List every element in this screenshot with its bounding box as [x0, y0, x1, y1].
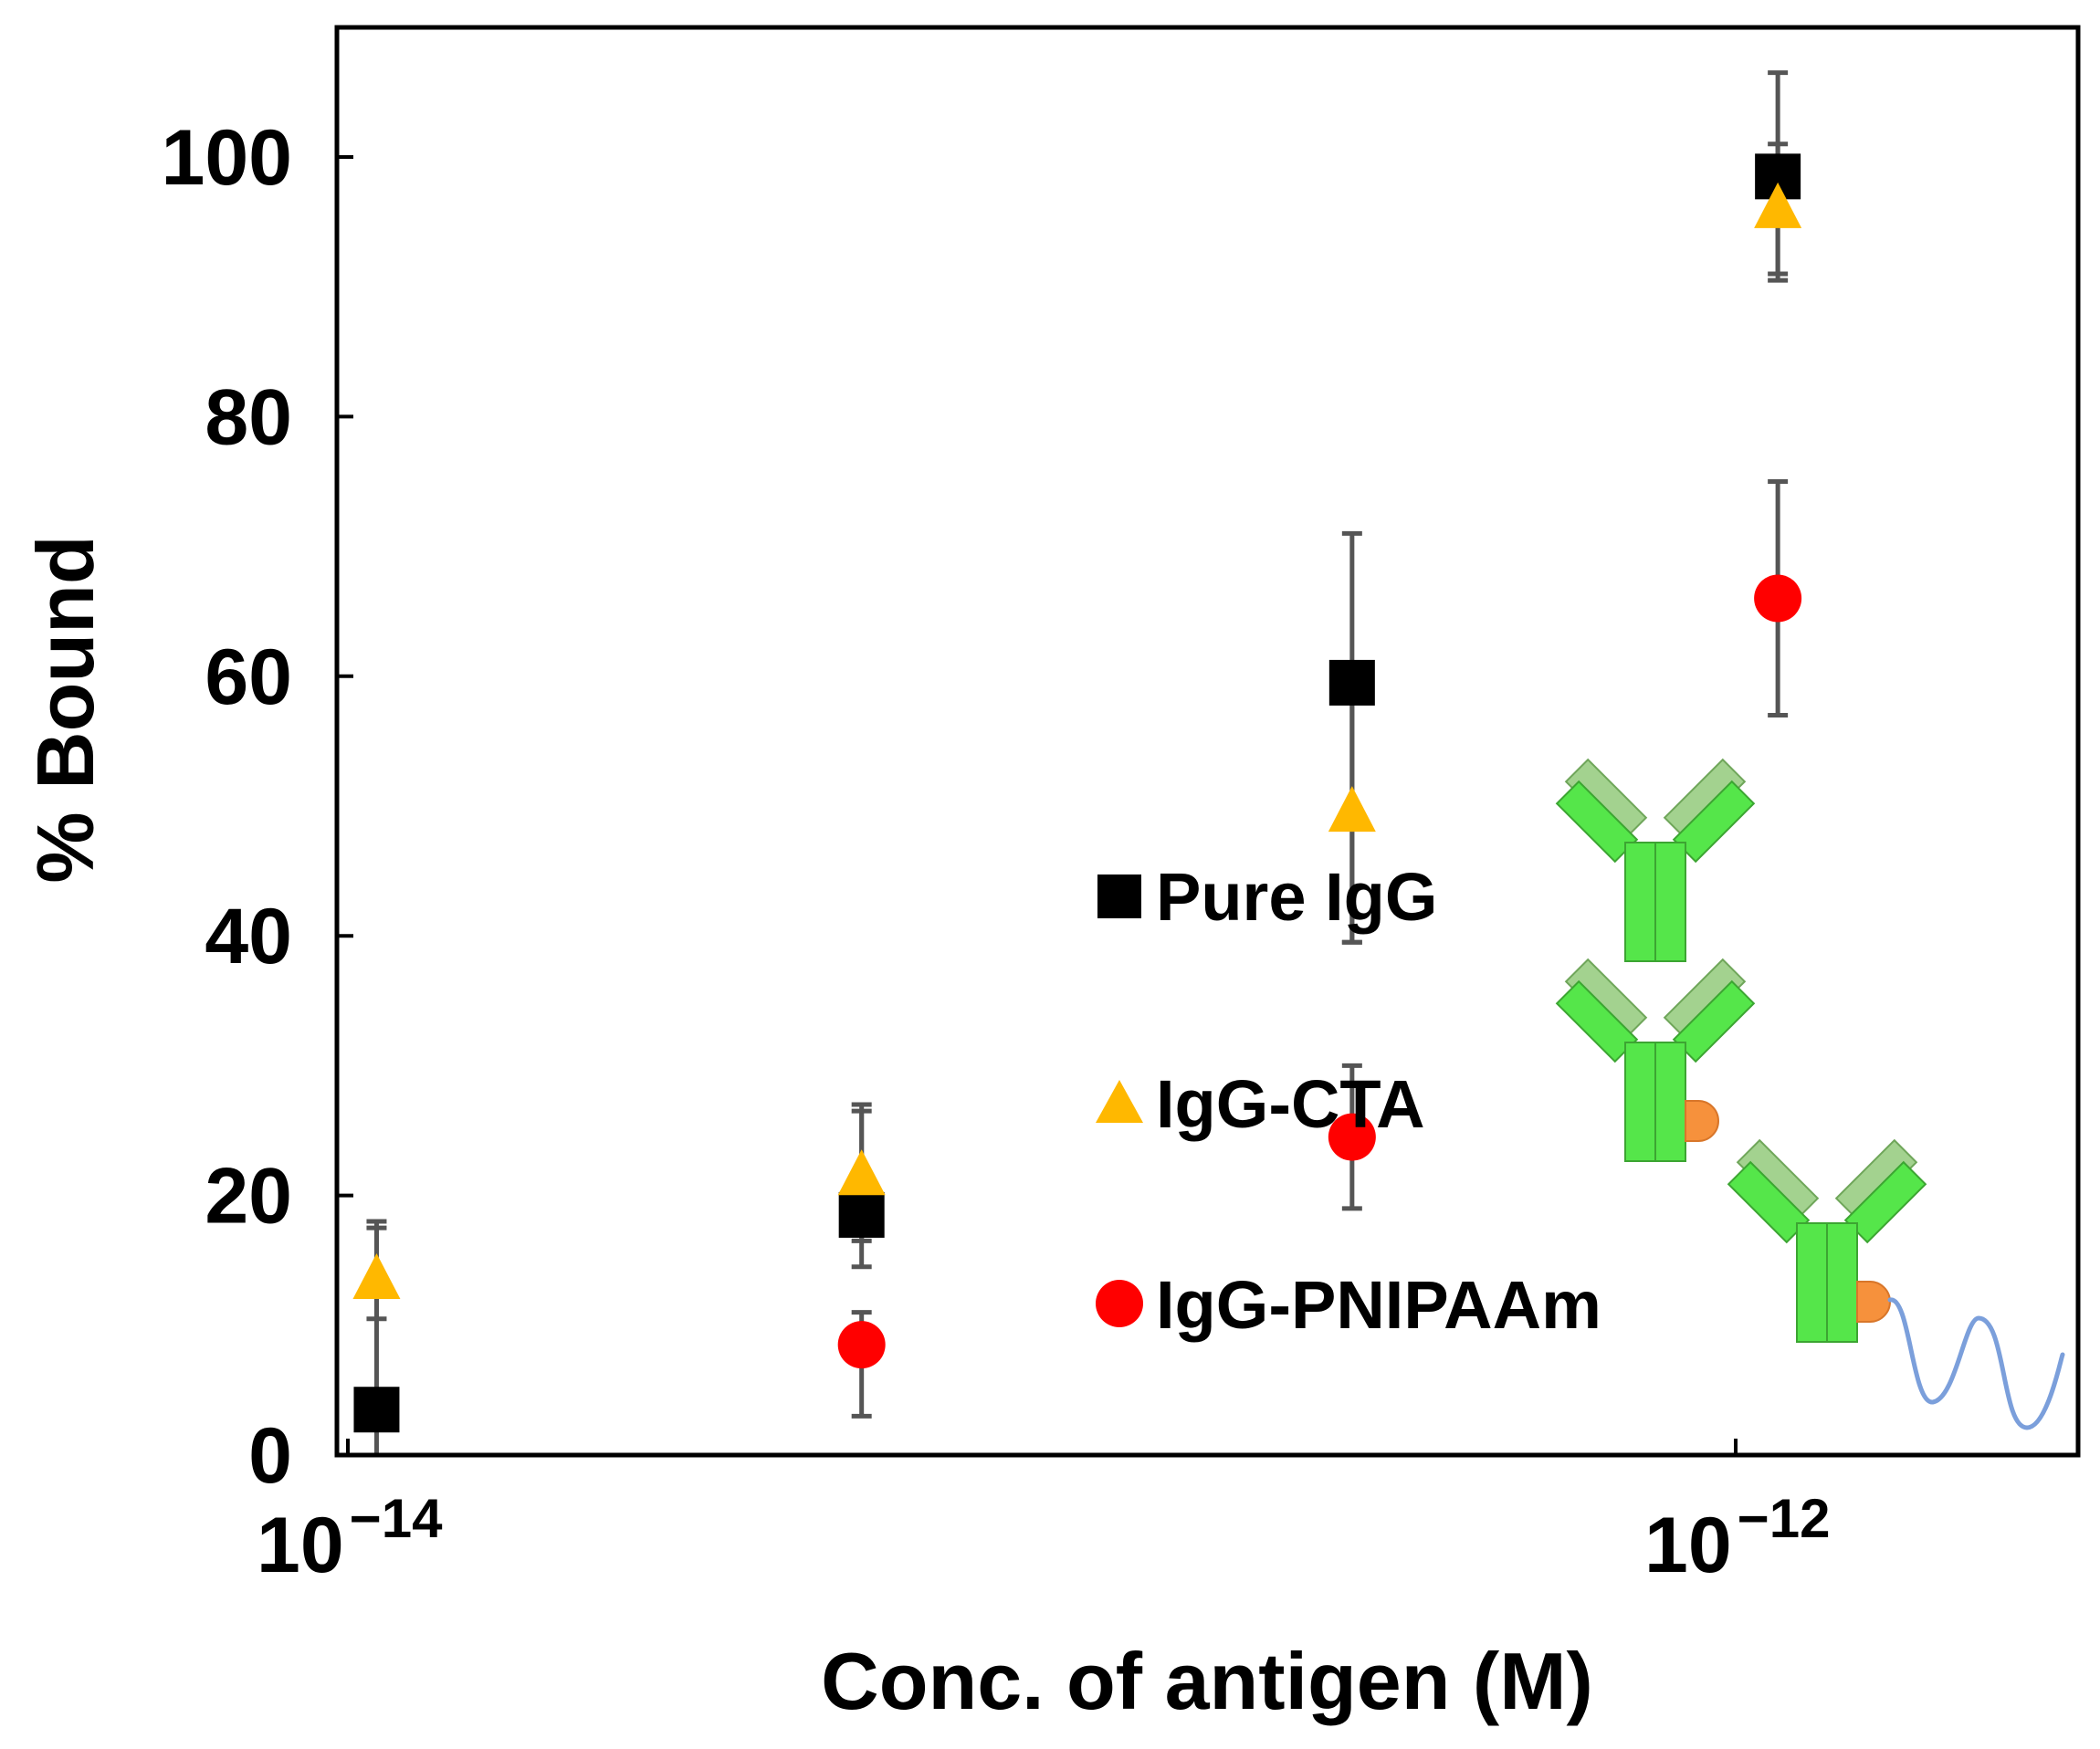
data-point-triangle	[837, 1149, 886, 1196]
legend-entry-igg-cta: IgG-CTA	[1096, 1066, 1425, 1142]
data-markers	[352, 153, 1802, 1433]
antibody-icon	[1555, 758, 1756, 962]
legend-entry-igg-pnipaam: IgG-PNIPAAm	[1096, 1267, 1601, 1343]
legend-label-igg-cta: IgG-CTA	[1156, 1066, 1425, 1142]
y-tick-label: 60	[205, 634, 292, 721]
legend-marker-square	[1097, 874, 1141, 918]
data-point-square	[353, 1387, 400, 1433]
antibody-pnipaam-icon	[1727, 1138, 2065, 1430]
y-tick-label: 0	[248, 1412, 292, 1500]
y-tick-label: 100	[162, 114, 293, 202]
data-point-circle	[1754, 574, 1802, 623]
data-point-triangle	[1754, 182, 1802, 228]
legend-entry-pure-igg: Pure IgG	[1097, 859, 1437, 935]
y-tick-label: 20	[205, 1153, 292, 1241]
y-axis-ticks: 0 20 40 60 80 100	[162, 114, 353, 1500]
legend-marker-triangle	[1096, 1080, 1143, 1123]
x-tick-label: 10 −14	[257, 1488, 443, 1589]
data-point-square	[1328, 659, 1375, 706]
data-point-circle	[837, 1321, 886, 1369]
y-tick-label: 80	[205, 373, 292, 461]
legend-marker-circle	[1096, 1280, 1143, 1327]
plot-frame	[334, 25, 2081, 1458]
data-point-square	[838, 1191, 885, 1238]
antibody-cta-icon	[1555, 958, 1756, 1162]
legend-label-igg-pnipaam: IgG-PNIPAAm	[1156, 1267, 1601, 1343]
data-point-triangle	[1328, 786, 1376, 833]
legend: Pure IgG IgG-CTA IgG-PNIPAAm	[1096, 758, 2065, 1430]
y-tick-label: 40	[205, 893, 292, 980]
data-point-triangle	[352, 1253, 401, 1300]
data-point-circle	[1328, 1113, 1376, 1161]
legend-label-pure-igg: Pure IgG	[1156, 859, 1437, 935]
polymer-chain	[1887, 1297, 2065, 1430]
x-axis-title: Conc. of antigen (M)	[821, 1636, 1593, 1726]
y-axis-title: % Bound	[20, 535, 110, 883]
x-tick-label: 10 −12	[1644, 1488, 1830, 1589]
